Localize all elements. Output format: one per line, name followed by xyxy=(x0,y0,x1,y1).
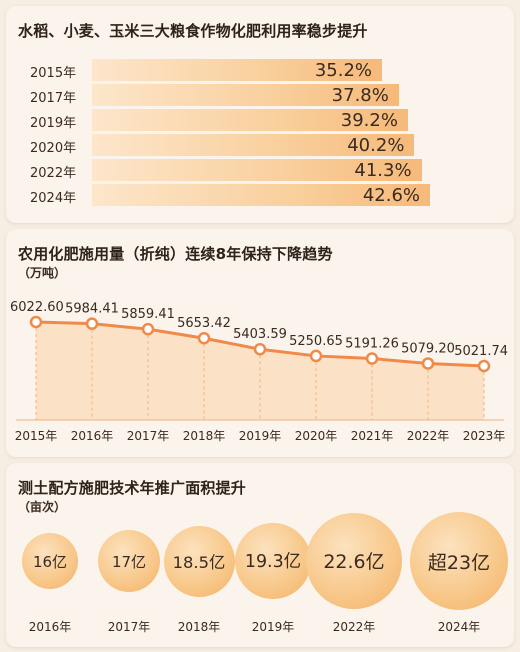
x-tick-label: 2021年 xyxy=(351,429,394,443)
bar-row: 2024年 42.6% xyxy=(30,184,450,206)
bar-value-label: 37.8% xyxy=(331,85,389,106)
data-label: 5403.59 xyxy=(233,327,287,342)
bar-year-label: 2020年 xyxy=(30,141,77,156)
x-tick-label: 2019年 xyxy=(239,429,282,443)
bar: 35.2% xyxy=(92,59,382,81)
x-tick-label: 2016年 xyxy=(71,429,114,443)
usage-chart-unit: （万吨） xyxy=(18,266,67,280)
bar-value-label: 41.3% xyxy=(354,160,412,181)
bar-year-label: 2024年 xyxy=(30,191,77,206)
bar-value-label: 42.6% xyxy=(362,185,420,206)
bubble-year-label: 2019年 xyxy=(251,620,295,634)
bar-year-label: 2019年 xyxy=(30,116,77,131)
bar-row: 2020年 40.2% xyxy=(30,134,450,156)
bar: 41.3% xyxy=(92,159,422,181)
bar-value-label: 35.2% xyxy=(314,60,372,81)
bar: 39.2% xyxy=(92,109,408,131)
x-tick-label: 2023年 xyxy=(463,429,506,443)
utilization-rate-card: 水稻、小麦、玉米三大粮食作物化肥利用率稳步提升 2015年 35.2% 2017年 3… xyxy=(6,6,514,223)
bar-row: 2017年 37.8% xyxy=(30,84,450,106)
x-tick-label: 2022年 xyxy=(407,429,450,443)
bar: 37.8% xyxy=(92,84,399,106)
x-tick-label: 2020年 xyxy=(295,429,338,443)
bubble: 22.6亿 xyxy=(306,513,402,609)
bar-row: 2022年 41.3% xyxy=(30,159,450,181)
data-label: 6022.60 xyxy=(10,300,64,315)
data-label: 5653.42 xyxy=(177,316,231,331)
bubble: 超23亿 xyxy=(410,512,508,610)
data-label: 5984.41 xyxy=(65,302,119,317)
x-tick-label: 2015年 xyxy=(15,429,58,443)
data-point xyxy=(197,331,211,345)
soil-chart-title: 测土配方施肥技术年推广面积提升 xyxy=(18,479,247,497)
data-label: 5021.74 xyxy=(454,344,508,359)
soil-testing-card: 测土配方施肥技术年推广面积提升 （亩次） 16亿 2016年 17亿 2017年 18.… xyxy=(6,463,514,647)
data-point xyxy=(85,317,99,330)
bar: 42.6% xyxy=(92,184,430,206)
utilization-chart-title: 水稻、小麦、玉米三大粮食作物化肥利用率稳步提升 xyxy=(18,22,368,40)
data-label: 5191.26 xyxy=(345,337,399,352)
x-tick-label: 2018年 xyxy=(183,429,226,443)
bar-value-label: 40.2% xyxy=(347,135,405,156)
data-point xyxy=(365,352,379,365)
bubble-year-label: 2022年 xyxy=(332,620,376,634)
bar-year-label: 2022年 xyxy=(30,166,77,181)
data-point xyxy=(477,359,491,373)
bar-row: 2019年 39.2% xyxy=(30,109,450,131)
data-point xyxy=(29,315,43,329)
data-point xyxy=(421,357,435,370)
data-label: 5250.65 xyxy=(289,334,343,349)
x-tick-label: 2017年 xyxy=(127,429,170,443)
data-label: 5859.41 xyxy=(121,307,175,322)
bubble-year-label: 2018年 xyxy=(177,620,221,634)
bubble-year-label: 2016年 xyxy=(28,620,72,634)
bubble: 18.5亿 xyxy=(163,525,235,597)
data-point xyxy=(309,349,323,363)
bar: 40.2% xyxy=(92,134,415,156)
bar-value-label: 39.2% xyxy=(340,110,398,131)
data-point xyxy=(141,322,155,336)
usage-chart-title: 农用化肥施用量（折纯）连续8年保持下降趋势 xyxy=(18,245,333,263)
data-point xyxy=(253,342,267,356)
bubble-year-label: 2024年 xyxy=(437,620,481,634)
data-label: 5079.20 xyxy=(401,341,455,356)
usage-line-chart: 6022.60 2015年 5984.41 2016年 5859.41 2017年 5653… xyxy=(10,300,508,443)
soil-chart-unit: （亩次） xyxy=(18,500,67,514)
bubble-year-label: 2017年 xyxy=(107,620,151,634)
bubble: 17亿 xyxy=(98,530,160,592)
bubble: 19.3亿 xyxy=(235,523,311,599)
bar-year-label: 2015年 xyxy=(30,66,77,81)
bar-year-label: 2017年 xyxy=(30,91,77,106)
bubble: 16亿 xyxy=(22,533,78,589)
fertilizer-usage-card: 农用化肥施用量（折纯）连续8年保持下降趋势 （万吨） 6022.60 2015年 5… xyxy=(6,229,514,457)
bar-row: 2015年 35.2% xyxy=(30,59,450,81)
